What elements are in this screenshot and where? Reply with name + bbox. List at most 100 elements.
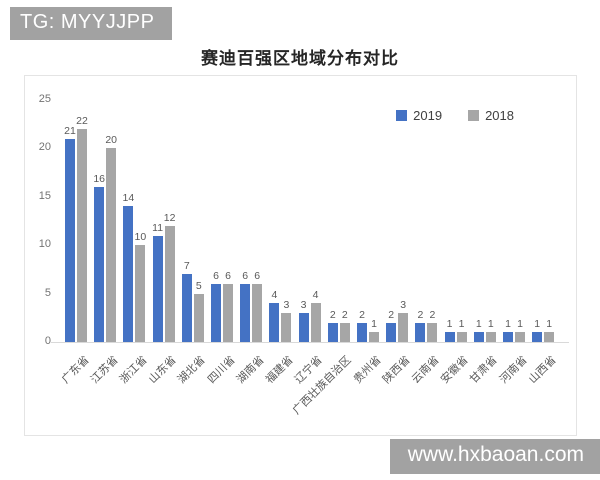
legend-item-2018: 2018 [468,108,514,123]
bar-value-label: 1 [534,318,541,331]
chart-title: 赛迪百强区地域分布对比 [201,49,399,68]
bar-2019 [532,332,543,342]
bar-value-label: 22 [76,115,88,128]
bar-value-label: 16 [93,173,106,186]
bar-2019 [211,283,221,342]
bar-value-label: 12 [163,211,176,224]
x-axis-label: 贵州省 [351,354,384,386]
bar-value-label: 2 [359,308,365,321]
bar-value-label: 11 [152,221,164,234]
x-axis-label: 湖北省 [176,354,209,386]
bar-value-label: 2 [417,308,424,321]
bar-2019 [181,274,192,342]
bar-value-label: 3 [300,298,307,311]
bar-2019 [240,283,251,342]
x-axis-line [51,342,570,343]
bar-value-label: 5 [195,279,202,292]
bar-value-label: 3 [283,298,290,311]
bar-2018 [252,283,263,342]
legend-swatch-2019 [396,110,408,121]
plot-area: 0 5 10 15 20 25 21 22 广东省 16 20 江苏省 14 10 浙江省 11 12 山东省 7 5… [25,76,576,435]
bar-value-label: 7 [183,260,190,273]
bar-2018 [515,332,525,342]
legend-item-2019: 2019 [396,108,442,123]
bar-2018 [193,293,204,342]
bar-2018 [106,148,117,342]
x-axis-label: 山西省 [526,354,559,386]
bar-2019 [444,332,455,342]
bar-value-label: 2 [388,308,395,321]
bar-value-label: 1 [517,318,523,331]
bar-2019 [298,312,309,342]
x-axis-label: 河南省 [497,354,530,386]
bar-value-label: 1 [446,318,453,331]
bar-2019 [94,187,105,342]
bar-value-label: 14 [122,192,135,205]
x-axis-label: 四川省 [205,354,238,386]
chart-frame: 2019 2018 0 5 10 15 20 25 21 22 广东省 16 20 江苏省 14 10 浙江省… [24,75,577,436]
bar-2018 [427,322,438,342]
bar-value-label: 2 [429,308,436,321]
bar-2019 [503,332,513,342]
bar-value-label: 6 [254,269,261,282]
bar-value-label: 1 [505,318,511,331]
x-axis-label: 福建省 [263,354,296,386]
bar-2019 [269,303,280,342]
bar-2018 [398,312,409,342]
bar-2018 [310,303,321,342]
bar-value-label: 1 [371,318,377,331]
bar-2019 [152,235,163,342]
x-axis-label: 甘肃省 [468,354,501,386]
bar-2018 [369,332,379,342]
x-axis-label: 湖南省 [234,354,267,386]
bar-value-label: 1 [475,318,482,331]
bar-2019 [386,322,397,342]
bar-value-label: 4 [312,289,319,302]
bar-2019 [123,206,134,342]
bar-2019 [473,332,484,342]
bar-2018 [456,332,467,342]
legend-label: 2018 [485,108,514,123]
bar-value-label: 6 [225,269,231,282]
bar-value-label: 6 [213,269,219,282]
x-axis-label: 安徽省 [438,354,471,386]
y-axis-tick-label: 20 [38,141,51,154]
bar-2018 [544,332,555,342]
x-axis-label: 广东省 [59,354,92,386]
bar-2018 [164,225,175,342]
x-axis-label: 江苏省 [88,354,121,386]
bar-value-label: 2 [329,308,336,321]
bar-2018 [339,322,350,342]
bar-value-label: 20 [105,134,118,147]
legend: 2019 2018 [396,108,514,123]
legend-label: 2019 [413,108,443,123]
y-axis-tick-label: 25 [38,93,51,105]
y-axis-tick-label: 5 [44,286,51,299]
bar-2019 [327,322,338,342]
bar-value-label: 21 [64,124,76,137]
watermark-website: www.hxbaoan.com [389,439,600,474]
bar-value-label: 10 [134,231,147,244]
bar-value-label: 1 [458,318,465,331]
bar-2019 [357,322,367,342]
bar-2018 [135,245,146,342]
y-axis-tick-label: 0 [44,335,51,347]
bar-value-label: 3 [400,298,407,311]
bar-2018 [485,332,496,342]
bar-value-label: 2 [341,308,348,321]
y-axis-tick-label: 15 [38,189,51,202]
bar-value-label: 4 [271,289,278,302]
watermark-telegram: TG: MYYJJPP [10,7,173,40]
bar-value-label: 1 [546,318,553,331]
bar-value-label: 1 [487,318,494,331]
bar-2018 [281,312,292,342]
bar-2018 [77,129,87,342]
legend-swatch-2018 [468,110,480,121]
bar-value-label: 6 [242,269,249,282]
x-axis-label: 山东省 [146,354,179,386]
bar-2019 [65,138,75,342]
y-axis-tick-label: 10 [38,238,51,251]
x-axis-label: 陕西省 [380,354,413,386]
x-axis-label: 浙江省 [117,354,150,386]
bar-2019 [415,322,426,342]
